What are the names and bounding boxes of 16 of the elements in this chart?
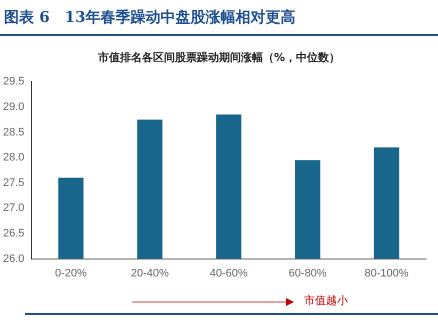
y-tick-label: 27.0 xyxy=(2,202,24,214)
x-tick-label: 0-20% xyxy=(54,267,87,280)
y-tick-label: 28.0 xyxy=(2,152,24,164)
y-tick-label: 29.5 xyxy=(2,76,24,88)
x-tick-label: 40-60% xyxy=(210,267,248,280)
x-tick-label: 60-80% xyxy=(288,267,327,280)
x-tick-label: 80-100% xyxy=(364,267,409,280)
y-tick-label: 29.0 xyxy=(2,100,24,113)
text: 市值越小 xyxy=(304,293,348,308)
x-tick-label: 20-40% xyxy=(130,267,169,280)
y-tick-label: 28.5 xyxy=(2,126,24,138)
y-tick-label: 26.5 xyxy=(2,228,24,240)
y-tick-label: 27.5 xyxy=(2,176,24,189)
chart-subtitle: 市值排名各区间股票躁动期间涨幅（%，中位数） xyxy=(96,50,342,65)
chart-title: 图表 6 13年春季躁动中盘股涨幅相对更高 xyxy=(4,8,296,27)
y-tick-label: 26.0 xyxy=(2,252,24,265)
